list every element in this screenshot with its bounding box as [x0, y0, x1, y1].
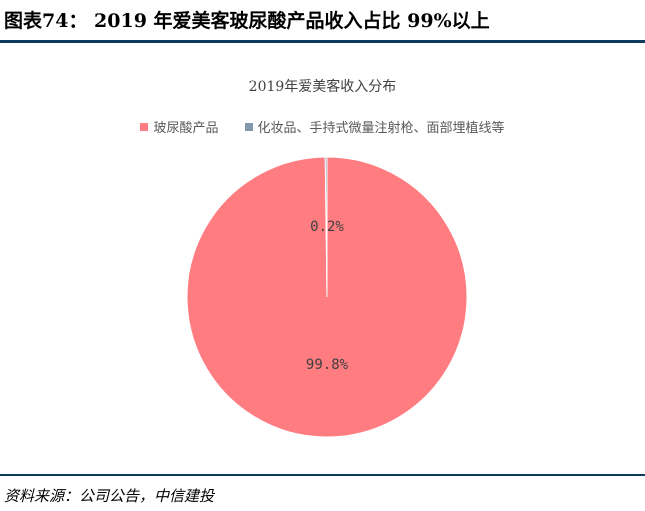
chart-title: 2019年爱美客收入分布	[248, 79, 397, 95]
source-note: 资料来源：公司公告，中信建投	[4, 487, 215, 505]
legend: 玻尿酸产品 化妆品、手持式微量注射枪、面部埋植线等	[0, 117, 645, 136]
legend-label-other: 化妆品、手持式微量注射枪、面部埋植线等	[257, 121, 505, 136]
figure-title: 图表74： 2019 年爱美客玻尿酸产品收入占比 99%以上	[4, 10, 490, 32]
pie-chart: 2019年爱美客收入分布 玻尿酸产品 化妆品、手持式微量注射枪、面部埋植线等 9…	[0, 60, 645, 470]
bottom-divider	[0, 474, 645, 476]
data-label-hyaluronic: 99.8%	[306, 357, 349, 373]
legend-label-hyaluronic: 玻尿酸产品	[153, 121, 219, 136]
pie-slice-other	[324, 156, 328, 298]
data-label-other: 0.2%	[310, 219, 344, 235]
pie-svg: 99.8% 0.2%	[186, 156, 468, 438]
legend-swatch-other	[244, 122, 253, 131]
legend-swatch-hyaluronic	[140, 122, 149, 131]
legend-item-hyaluronic: 玻尿酸产品	[140, 117, 219, 136]
legend-item-other: 化妆品、手持式微量注射枪、面部埋植线等	[244, 117, 505, 136]
top-divider	[0, 40, 645, 43]
